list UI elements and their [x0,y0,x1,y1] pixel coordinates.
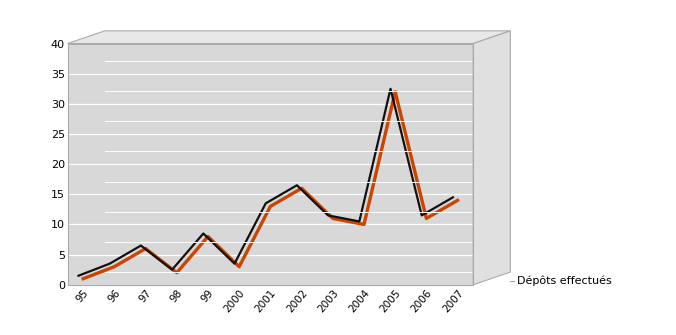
Text: Dépôts effectués: Dépôts effectués [517,276,612,286]
